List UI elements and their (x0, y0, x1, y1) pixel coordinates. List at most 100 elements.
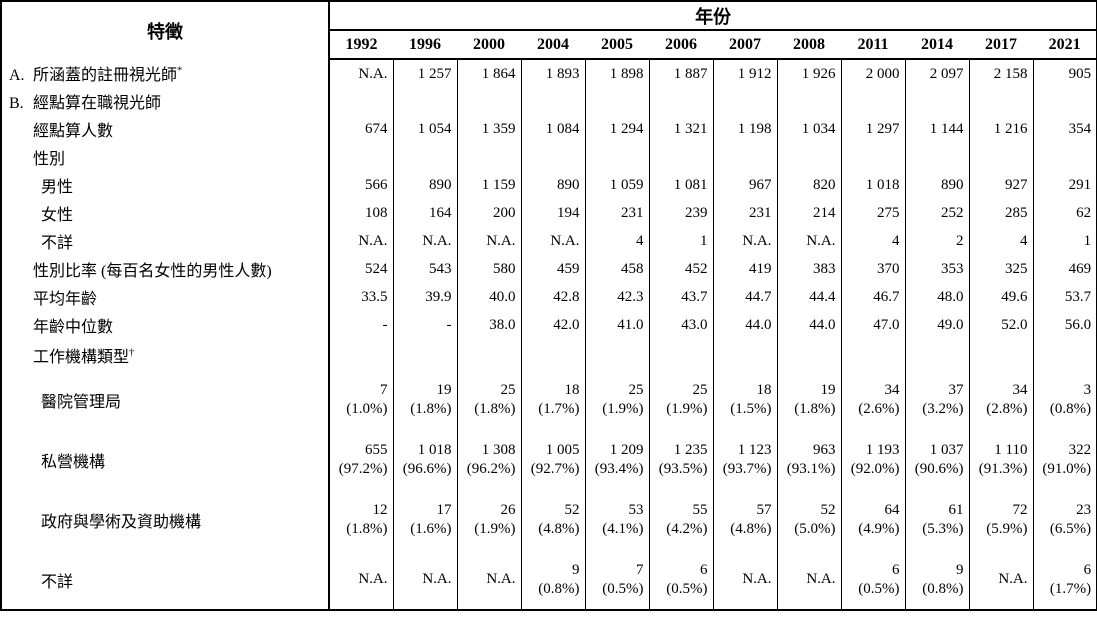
cell-percentage: (93.1%) (786, 461, 836, 477)
data-cell (520, 87, 585, 115)
year-column-header: 2007 (713, 30, 777, 60)
cell-percentage: (4.9%) (858, 521, 900, 537)
cell-count: 53 (628, 502, 644, 518)
data-cell (392, 143, 457, 171)
data-cell: 64 (4.9%) (840, 490, 905, 550)
data-cell: 1 257 (392, 59, 457, 87)
data-cell: N.A. (328, 550, 393, 610)
data-cell (968, 143, 1033, 171)
cell-count: 72 (1012, 502, 1028, 518)
cell-count: 1 209 (609, 442, 644, 458)
data-cell: 25 (1.8%) (456, 370, 521, 430)
row-label-organisation-unknown: 不詳 (1, 550, 330, 610)
data-cell (456, 339, 521, 370)
cell-percentage: (1.5%) (730, 401, 772, 417)
data-cell: N.A. (392, 550, 457, 610)
row-label-mean-age: 平均年齡 (1, 283, 330, 311)
cell-percentage: (1.6%) (410, 521, 452, 537)
data-cell: 108 (328, 199, 393, 227)
data-cell: 1 059 (584, 171, 649, 199)
table-row-sex-unknown: 不詳 N.A. N.A. N.A. N.A. 4 1 N.A. N.A. 4 2 4 1 (1, 227, 1097, 255)
data-cell: 9 (0.8%) (520, 550, 585, 610)
cell-percentage: (96.2%) (466, 461, 516, 477)
cell-percentage: (90.6%) (914, 461, 964, 477)
data-cell: 566 (328, 171, 393, 199)
data-cell: 524 (328, 255, 393, 283)
row-prefix: A. (9, 67, 25, 84)
cell-count: 64 (884, 502, 900, 518)
row-label-sex-ratio: 性別比率 (每百名女性的男性人數) (1, 255, 330, 283)
data-cell (328, 143, 393, 171)
row-label-covered-registered-optometrists: A. 所涵蓋的註冊視光師* (1, 59, 330, 87)
cell-percentage: (1.9%) (474, 521, 516, 537)
cell-count: N.A. (742, 571, 772, 587)
cell-count: 1 308 (481, 442, 516, 458)
cell-count: 55 (692, 502, 708, 518)
cell-percentage: (5.9%) (986, 521, 1028, 537)
data-cell: 19 (1.8%) (776, 370, 841, 430)
table-row-private-sector: 私營機構 655 (97.2%) 1 018 (96.6%) 1 308 (96.2%) 1 … (1, 430, 1097, 490)
data-cell (776, 87, 841, 115)
data-cell: 4 (968, 227, 1033, 255)
year-group-header: 年份 (329, 1, 1097, 31)
data-cell: 1 081 (648, 171, 713, 199)
cell-count: 18 (564, 382, 580, 398)
data-cell (456, 143, 521, 171)
data-cell: 44.0 (776, 311, 841, 339)
table-header: 特徵 年份 1992 1996 2000 2004 2005 2006 2007 2008 20… (1, 1, 1097, 60)
cell-count: 52 (564, 502, 580, 518)
data-cell (328, 339, 393, 370)
table-row-mean-age: 平均年齡 33.5 39.9 40.0 42.8 42.3 43.7 44.7 44.4 46.7… (1, 283, 1097, 311)
data-cell: 1 887 (648, 59, 713, 87)
cell-percentage: (1.9%) (602, 401, 644, 417)
data-cell: 52 (5.0%) (776, 490, 841, 550)
cell-count: 19 (820, 382, 836, 398)
data-cell (456, 87, 521, 115)
data-cell: 194 (520, 199, 585, 227)
data-cell: 47.0 (840, 311, 905, 339)
data-cell: 2 (904, 227, 969, 255)
data-cell: 1 926 (776, 59, 841, 87)
cell-percentage: (1.8%) (474, 401, 516, 417)
cell-count: 34 (1012, 382, 1028, 398)
row-label-text: 年齡中位數 (33, 319, 114, 336)
data-cell: 1 893 (520, 59, 585, 87)
cell-count: 25 (628, 382, 644, 398)
cell-percentage: (93.7%) (722, 461, 772, 477)
cell-count: 25 (500, 382, 516, 398)
data-cell: 1 005 (92.7%) (520, 430, 585, 490)
cell-percentage: (91.0%) (1042, 461, 1092, 477)
data-cell: 1 297 (840, 115, 905, 143)
table-body: A. 所涵蓋的註冊視光師* N.A. 1 257 1 864 1 893 1 898 1 88… (1, 59, 1097, 610)
data-cell: 4 (840, 227, 905, 255)
row-label-text: 平均年齡 (33, 291, 98, 308)
row-label-type-of-working-organisation: 工作機構類型† (1, 339, 330, 370)
data-cell: 1 110 (91.3%) (968, 430, 1033, 490)
cell-count: 25 (692, 382, 708, 398)
data-cell (840, 143, 905, 171)
table-row-organisation-unknown: 不詳 N.A. N.A. N.A. 9 (0.8%) 7 (0.5%) 6 (0.5%) N.A. N… (1, 550, 1097, 610)
data-cell: 1 294 (584, 115, 649, 143)
data-cell (840, 339, 905, 370)
table-row-hospital-authority: 醫院管理局 7 (1.0%) 19 (1.8%) 25 (1.8%) 18 (1.7%) 25 (1… (1, 370, 1097, 430)
data-cell: N.A. (712, 227, 777, 255)
data-cell: 963 (93.1%) (776, 430, 841, 490)
cell-percentage: (4.8%) (730, 521, 772, 537)
data-cell (840, 87, 905, 115)
data-cell (776, 339, 841, 370)
data-cell: 39.9 (392, 283, 457, 311)
data-cell: 53.7 (1032, 283, 1097, 311)
data-cell: 1 193 (92.0%) (840, 430, 905, 490)
data-cell: 1 054 (392, 115, 457, 143)
data-cell: 1 018 (840, 171, 905, 199)
data-cell: 57 (4.8%) (712, 490, 777, 550)
cell-percentage: (1.9%) (666, 401, 708, 417)
year-column-header: 2006 (649, 30, 713, 60)
data-cell: 40.0 (456, 283, 521, 311)
data-cell: 285 (968, 199, 1033, 227)
cell-percentage: (4.8%) (538, 521, 580, 537)
data-cell: 1 159 (456, 171, 521, 199)
data-cell (1032, 339, 1097, 370)
row-label-text: 不詳 (41, 573, 74, 591)
data-cell: 239 (648, 199, 713, 227)
